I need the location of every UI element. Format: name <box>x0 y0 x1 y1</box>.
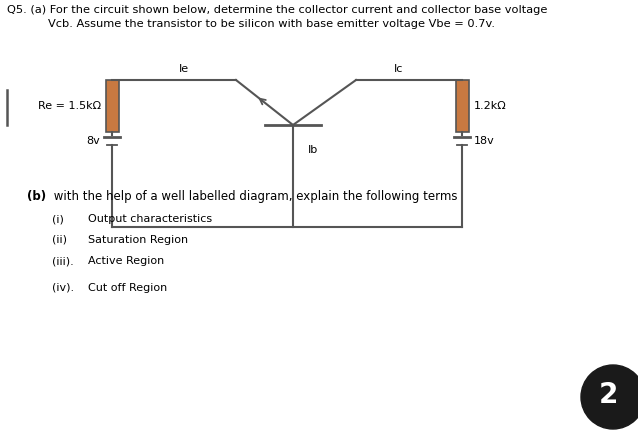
Text: Ic: Ic <box>394 64 404 74</box>
Text: Ie: Ie <box>179 64 189 74</box>
Bar <box>456 80 468 132</box>
Text: 2: 2 <box>598 381 618 409</box>
Text: Q5. (a) For the circuit shown below, determine the collector current and collect: Q5. (a) For the circuit shown below, det… <box>7 5 547 15</box>
Text: Re = 1.5kΩ: Re = 1.5kΩ <box>38 101 101 111</box>
Bar <box>105 80 119 132</box>
Circle shape <box>581 365 638 429</box>
Text: Vcb. Assume the transistor to be silicon with base emitter voltage Vbe = 0.7v.: Vcb. Assume the transistor to be silicon… <box>48 19 495 29</box>
Text: (b): (b) <box>27 190 46 203</box>
Text: 1.2kΩ: 1.2kΩ <box>473 101 506 111</box>
Text: Output characteristics: Output characteristics <box>88 214 212 224</box>
Text: (ii): (ii) <box>52 235 67 245</box>
Text: 18v: 18v <box>474 136 494 146</box>
Text: 8v: 8v <box>86 136 100 146</box>
Text: Saturation Region: Saturation Region <box>88 235 188 245</box>
Text: (i): (i) <box>52 214 64 224</box>
Text: (iv).: (iv). <box>52 283 74 293</box>
Text: (iii).: (iii). <box>52 256 74 266</box>
Text: Cut off Region: Cut off Region <box>88 283 167 293</box>
Text: Ib: Ib <box>308 145 318 155</box>
Text: with the help of a well labelled diagram, explain the following terms: with the help of a well labelled diagram… <box>50 190 457 203</box>
Text: Active Region: Active Region <box>88 256 164 266</box>
